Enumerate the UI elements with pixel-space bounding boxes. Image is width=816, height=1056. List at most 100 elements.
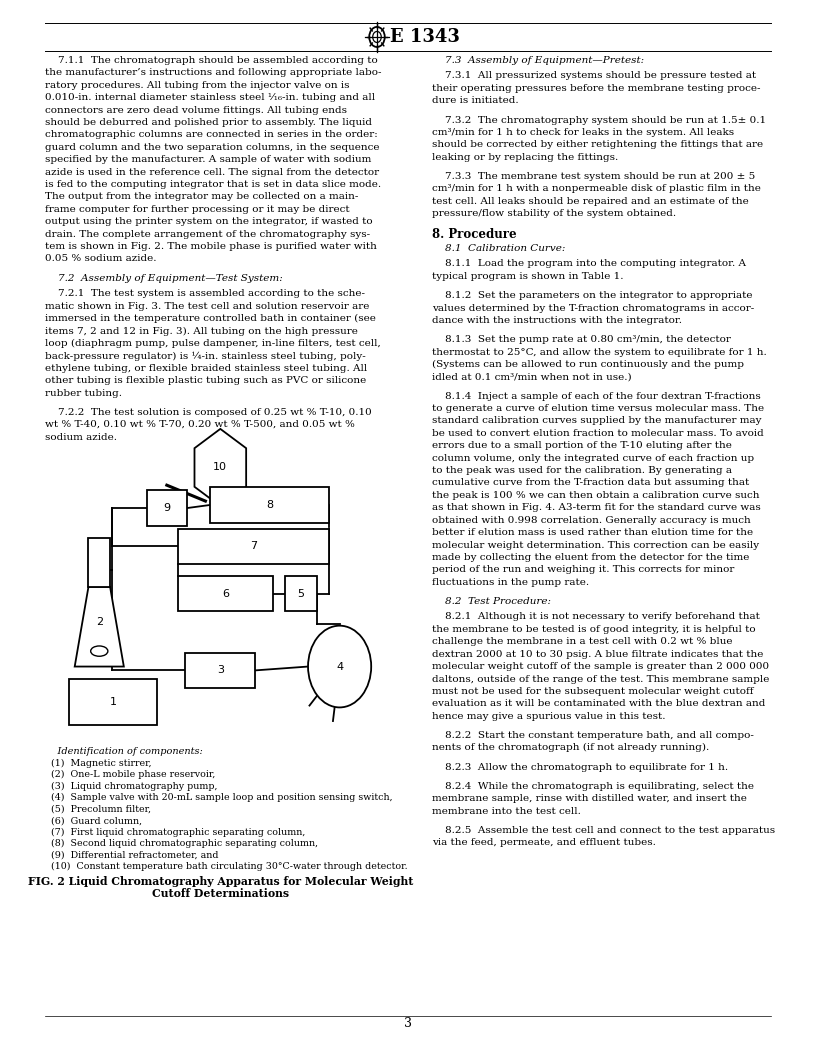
- Text: column volume, only the integrated curve of each fraction up: column volume, only the integrated curve…: [432, 454, 755, 463]
- Text: The output from the integrator may be collected on a main-: The output from the integrator may be co…: [45, 192, 358, 202]
- Text: 7.3.2  The chromatography system should be run at 1.5± 0.1: 7.3.2 The chromatography system should b…: [432, 115, 766, 125]
- Bar: [69, 679, 157, 724]
- Text: must not be used for the subsequent molecular weight cutoff: must not be used for the subsequent mole…: [432, 686, 754, 696]
- Polygon shape: [75, 587, 124, 666]
- Text: to the peak was used for the calibration. By generating a: to the peak was used for the calibration…: [432, 466, 733, 475]
- Bar: [210, 488, 329, 523]
- Text: the membrane to be tested is of good integrity, it is helpful to: the membrane to be tested is of good int…: [432, 625, 756, 634]
- Text: 7.2.2  The test solution is composed of 0.25 wt % T-10, 0.10: 7.2.2 The test solution is composed of 0…: [45, 408, 371, 417]
- Text: test cell. All leaks should be repaired and an estimate of the: test cell. All leaks should be repaired …: [432, 196, 749, 206]
- Text: dance with the instructions with the integrator.: dance with the instructions with the int…: [432, 316, 682, 325]
- Text: values determined by the T-fraction chromatograms in accor-: values determined by the T-fraction chro…: [432, 303, 755, 313]
- Text: sodium azide.: sodium azide.: [45, 433, 117, 441]
- Text: items 7, 2 and 12 in Fig. 3). All tubing on the high pressure: items 7, 2 and 12 in Fig. 3). All tubing…: [45, 326, 357, 336]
- Text: 6: 6: [222, 589, 229, 599]
- Text: hence may give a spurious value in this test.: hence may give a spurious value in this …: [432, 712, 666, 721]
- Ellipse shape: [91, 646, 108, 656]
- Text: standard calibration curves supplied by the manufacturer may: standard calibration curves supplied by …: [432, 416, 762, 426]
- Text: period of the run and weighing it. This corrects for minor: period of the run and weighing it. This …: [432, 565, 735, 574]
- Text: 8.2  Test Procedure:: 8.2 Test Procedure:: [432, 597, 552, 606]
- Text: other tubing is flexible plastic tubing such as PVC or silicone: other tubing is flexible plastic tubing …: [45, 376, 366, 385]
- Text: membrane into the test cell.: membrane into the test cell.: [432, 807, 581, 815]
- Text: evaluation as it will be contaminated with the blue dextran and: evaluation as it will be contaminated wi…: [432, 699, 766, 709]
- Text: drain. The complete arrangement of the chromatography sys-: drain. The complete arrangement of the c…: [45, 230, 370, 239]
- Text: 8.2.2  Start the constant temperature bath, and all compo-: 8.2.2 Start the constant temperature bat…: [432, 731, 754, 740]
- Text: (3)  Liquid chromatography pump,: (3) Liquid chromatography pump,: [51, 781, 218, 791]
- Text: made by collecting the eluent from the detector for the time: made by collecting the eluent from the d…: [432, 553, 750, 562]
- Text: obtained with 0.998 correlation. Generally accuracy is much: obtained with 0.998 correlation. General…: [432, 515, 752, 525]
- Text: 9: 9: [163, 503, 171, 513]
- Text: (2)  One-L mobile phase reservoir,: (2) One-L mobile phase reservoir,: [51, 770, 215, 779]
- Text: tem is shown in Fig. 2. The mobile phase is purified water with: tem is shown in Fig. 2. The mobile phase…: [45, 242, 377, 251]
- Bar: [185, 653, 255, 689]
- Text: 7.1.1  The chromatograph should be assembled according to: 7.1.1 The chromatograph should be assemb…: [45, 56, 378, 65]
- Polygon shape: [88, 538, 110, 587]
- Text: 7.2  Assembly of Equipment—Test System:: 7.2 Assembly of Equipment—Test System:: [45, 274, 282, 283]
- Circle shape: [308, 625, 371, 708]
- Text: the peak is 100 % we can then obtain a calibration curve such: the peak is 100 % we can then obtain a c…: [432, 491, 760, 499]
- Text: ratory procedures. All tubing from the injector valve on is: ratory procedures. All tubing from the i…: [45, 81, 349, 90]
- Text: 10: 10: [213, 463, 228, 472]
- Text: chromatographic columns are connected in series in the order:: chromatographic columns are connected in…: [45, 131, 378, 139]
- Text: molecular weight cutoff of the sample is greater than 2 000 000: molecular weight cutoff of the sample is…: [432, 662, 769, 672]
- Text: Identification of components:: Identification of components:: [45, 747, 202, 756]
- Text: 8.1.3  Set the pump rate at 0.80 cm³/min, the detector: 8.1.3 Set the pump rate at 0.80 cm³/min,…: [432, 335, 731, 344]
- Text: better if elution mass is used rather than elution time for the: better if elution mass is used rather th…: [432, 528, 754, 538]
- Text: immersed in the temperature controlled bath in container (see: immersed in the temperature controlled b…: [45, 314, 375, 323]
- Text: be used to convert elution fraction to molecular mass. To avoid: be used to convert elution fraction to m…: [432, 429, 765, 438]
- Text: is fed to the computing integrator that is set in data slice mode.: is fed to the computing integrator that …: [45, 181, 381, 189]
- Text: 7.3  Assembly of Equipment—Pretest:: 7.3 Assembly of Equipment—Pretest:: [432, 56, 645, 65]
- Text: membrane sample, rinse with distilled water, and insert the: membrane sample, rinse with distilled wa…: [432, 794, 747, 804]
- Text: (4)  Sample valve with 20-mL sample loop and position sensing switch,: (4) Sample valve with 20-mL sample loop …: [51, 793, 393, 803]
- Text: 8. Procedure: 8. Procedure: [432, 228, 517, 242]
- Text: should be corrected by either retightening the fittings that are: should be corrected by either retighteni…: [432, 140, 764, 149]
- Text: (5)  Precolumn filter,: (5) Precolumn filter,: [51, 805, 152, 813]
- Text: specified by the manufacturer. A sample of water with sodium: specified by the manufacturer. A sample …: [45, 155, 371, 165]
- Text: 2: 2: [95, 617, 103, 626]
- Text: 8.2.3  Allow the chromatograph to equilibrate for 1 h.: 8.2.3 Allow the chromatograph to equilib…: [432, 762, 729, 772]
- Text: rubber tubing.: rubber tubing.: [45, 389, 122, 397]
- Text: typical program is shown in Table 1.: typical program is shown in Table 1.: [432, 271, 624, 281]
- Text: loop (diaphragm pump, pulse dampener, in-line filters, test cell,: loop (diaphragm pump, pulse dampener, in…: [45, 339, 380, 348]
- Text: their operating pressures before the membrane testing proce-: their operating pressures before the mem…: [432, 83, 761, 93]
- Bar: [147, 490, 187, 526]
- Text: 8.1.4  Inject a sample of each of the four dextran T-fractions: 8.1.4 Inject a sample of each of the fou…: [432, 392, 761, 400]
- Text: should be deburred and polished prior to assembly. The liquid: should be deburred and polished prior to…: [45, 118, 372, 127]
- Text: challenge the membrane in a test cell with 0.2 wt % blue: challenge the membrane in a test cell wi…: [432, 637, 733, 646]
- Text: 7.3.3  The membrane test system should be run at 200 ± 5: 7.3.3 The membrane test system should be…: [432, 172, 756, 181]
- Text: cm³/min for 1 h to check for leaks in the system. All leaks: cm³/min for 1 h to check for leaks in th…: [432, 128, 734, 137]
- Text: 7: 7: [250, 542, 257, 551]
- Bar: [286, 577, 317, 611]
- Text: E 1343: E 1343: [390, 27, 460, 46]
- Text: 8: 8: [266, 499, 273, 510]
- Text: 5: 5: [298, 589, 304, 599]
- Text: thermostat to 25°C, and allow the system to equilibrate for 1 h.: thermostat to 25°C, and allow the system…: [432, 347, 767, 357]
- Text: (Systems can be allowed to run continuously and the pump: (Systems can be allowed to run continuou…: [432, 360, 744, 370]
- Text: 0.010-in. internal diameter stainless steel ¹⁄₁₆-in. tubing and all: 0.010-in. internal diameter stainless st…: [45, 93, 375, 102]
- Text: to generate a curve of elution time versus molecular mass. The: to generate a curve of elution time vers…: [432, 404, 765, 413]
- Text: molecular weight determination. This correction can be easily: molecular weight determination. This cor…: [432, 541, 760, 549]
- Text: dextran 2000 at 10 to 30 psig. A blue filtrate indicates that the: dextran 2000 at 10 to 30 psig. A blue fi…: [432, 649, 764, 659]
- Text: 8.1.1  Load the program into the computing integrator. A: 8.1.1 Load the program into the computin…: [432, 260, 747, 268]
- Text: (6)  Guard column,: (6) Guard column,: [51, 816, 143, 825]
- Text: fluctuations in the pump rate.: fluctuations in the pump rate.: [432, 578, 590, 587]
- Text: 1: 1: [110, 697, 117, 706]
- Text: 3: 3: [404, 1017, 412, 1030]
- Text: as that shown in Fig. 4. A3-term fit for the standard curve was: as that shown in Fig. 4. A3-term fit for…: [432, 504, 761, 512]
- Text: (7)  First liquid chromatographic separating column,: (7) First liquid chromatographic separat…: [51, 828, 306, 836]
- Bar: [178, 577, 273, 611]
- Text: connectors are zero dead volume fittings. All tubing ends: connectors are zero dead volume fittings…: [45, 106, 347, 115]
- Text: 8.2.5  Assemble the test cell and connect to the test apparatus: 8.2.5 Assemble the test cell and connect…: [432, 826, 775, 835]
- Text: dure is initiated.: dure is initiated.: [432, 96, 519, 106]
- Text: via the feed, permeate, and effluent tubes.: via the feed, permeate, and effluent tub…: [432, 838, 656, 847]
- Text: 8.1  Calibration Curve:: 8.1 Calibration Curve:: [432, 244, 565, 253]
- Text: wt % T-40, 0.10 wt % T-70, 0.20 wt % T-500, and 0.05 wt %: wt % T-40, 0.10 wt % T-70, 0.20 wt % T-5…: [45, 420, 355, 429]
- Text: azide is used in the reference cell. The signal from the detector: azide is used in the reference cell. The…: [45, 168, 379, 176]
- Text: (8)  Second liquid chromatographic separating column,: (8) Second liquid chromatographic separa…: [51, 840, 318, 848]
- Text: 8.1.2  Set the parameters on the integrator to appropriate: 8.1.2 Set the parameters on the integrat…: [432, 291, 753, 300]
- Text: nents of the chromatograph (if not already running).: nents of the chromatograph (if not alrea…: [432, 743, 710, 753]
- Text: ethylene tubing, or flexible braided stainless steel tubing. All: ethylene tubing, or flexible braided sta…: [45, 363, 367, 373]
- Text: 7.2.1  The test system is assembled according to the sche-: 7.2.1 The test system is assembled accor…: [45, 289, 365, 298]
- Bar: [178, 529, 329, 564]
- Text: idled at 0.1 cm³/min when not in use.): idled at 0.1 cm³/min when not in use.): [432, 373, 632, 381]
